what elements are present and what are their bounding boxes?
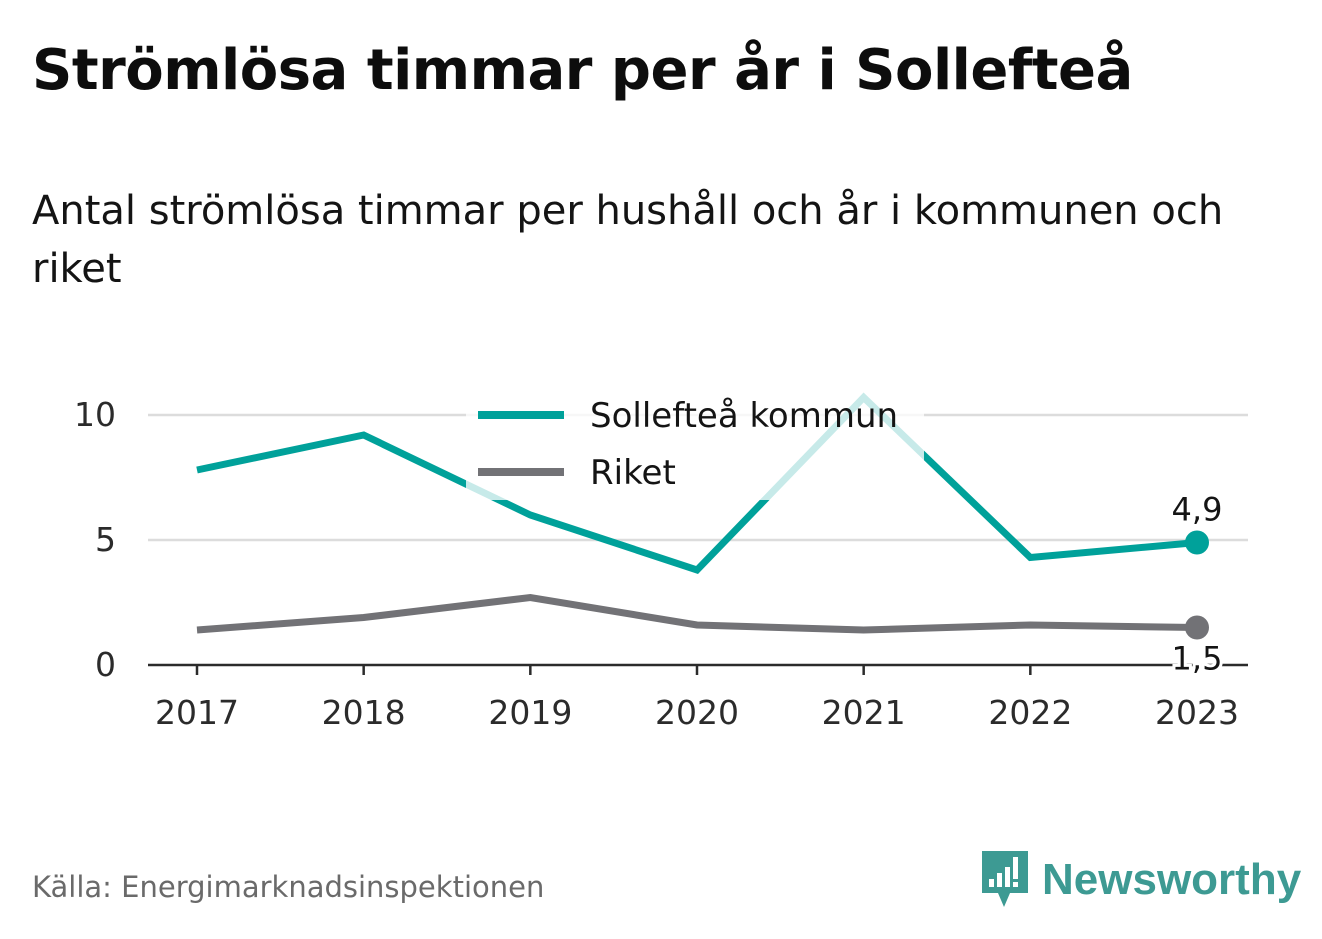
x-tick-label: 2022 [988, 693, 1072, 732]
y-tick-label: 0 [95, 645, 116, 684]
chart-title: Strömlösa timmar per år i Sollefteå [32, 38, 1133, 103]
axes: 0 5 10 2017 2018 2019 2020 2021 2022 2023 [74, 395, 1248, 732]
y-tick-label: 10 [74, 395, 116, 434]
x-tick-label: 2019 [488, 693, 572, 732]
end-point-marker [1185, 615, 1209, 640]
legend-label: Sollefteå kommun [590, 396, 898, 436]
brand-logo: Newsworthy [980, 848, 1301, 912]
end-point-label: 1,5 [1172, 640, 1223, 678]
newsworthy-logo-icon [982, 851, 1028, 907]
legend-background [466, 388, 924, 500]
chart-subtitle: Antal strömlösa timmar per hushåll och å… [32, 188, 1224, 292]
legend-label: Riket [590, 453, 676, 493]
end-point-label: 4,9 [1172, 491, 1223, 529]
x-tick-label: 2023 [1155, 693, 1239, 732]
x-tick-label: 2020 [655, 693, 739, 732]
end-markers: 4,9 1,5 [1169, 488, 1226, 681]
brand-name: Newsworthy [1042, 855, 1302, 904]
x-tick-label: 2017 [155, 693, 239, 732]
x-tick-label: 2018 [322, 693, 406, 732]
legend: Sollefteå kommun Riket [466, 388, 924, 500]
end-point-marker [1185, 530, 1209, 555]
x-tick-label: 2021 [822, 693, 906, 732]
source-note: Källa: Energimarknadsinspektionen [32, 870, 545, 904]
series-line [196, 392, 1198, 575]
y-tick-label: 5 [95, 520, 116, 559]
series-line [196, 593, 1198, 634]
series-lines [196, 392, 1198, 634]
